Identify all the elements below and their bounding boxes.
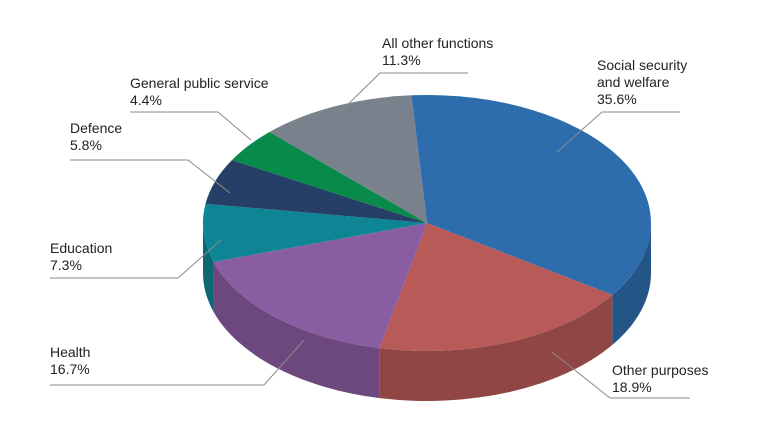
pie-side-2	[213, 261, 380, 399]
leader-line-5	[130, 111, 252, 141]
pie-sides	[203, 223, 651, 401]
data-label-value: 35.6%	[597, 91, 637, 107]
data-label-name: Social security	[597, 57, 687, 73]
pie-side-3	[203, 223, 214, 312]
leader-line-0	[556, 111, 680, 153]
data-label-name: Other purposes	[612, 362, 709, 378]
pie-slice-2	[213, 223, 427, 349]
data-label-name: and welfare	[597, 74, 670, 90]
pie-slice-5	[232, 131, 427, 223]
data-label-value: 16.7%	[50, 361, 90, 377]
data-label-1: Other purposes 18.9%	[612, 362, 709, 395]
data-label-value: 18.9%	[612, 379, 652, 395]
data-labels: Social security and welfare 35.6% Other pur…	[50, 35, 709, 395]
data-label-name: All other functions	[382, 35, 493, 51]
data-label-5: General public service 4.4%	[130, 75, 269, 108]
pie-slice-4	[205, 160, 427, 223]
pie-side-0	[612, 223, 651, 345]
data-label-value: 5.8%	[70, 137, 102, 153]
leader-line-2	[50, 339, 305, 386]
pie-tops	[202, 94, 651, 351]
data-label-0: Social security and welfare 35.6%	[597, 57, 687, 107]
data-label-name: General public service	[130, 75, 269, 91]
data-label-name: Defence	[70, 120, 122, 136]
data-label-value: 4.4%	[130, 92, 162, 108]
data-label-value: 11.3%	[382, 52, 421, 68]
data-label-3: Education 7.3%	[50, 240, 112, 273]
leader-lines	[50, 72, 690, 399]
leader-line-4	[70, 159, 231, 194]
leader-line-6	[335, 72, 468, 117]
pie-slice-3	[202, 203, 427, 262]
leader-line-1	[551, 351, 690, 399]
pie-slice-6	[269, 95, 427, 223]
pie-slice-1	[379, 223, 613, 351]
data-label-6: All other functions 11.3%	[382, 35, 493, 68]
pie-side-1	[379, 294, 613, 401]
data-label-name: Health	[50, 344, 90, 360]
pie-slice-0	[411, 94, 651, 295]
data-label-4: Defence 5.8%	[70, 120, 122, 153]
leader-line-3	[50, 239, 222, 279]
data-label-name: Education	[50, 240, 112, 256]
data-label-2: Health 16.7%	[50, 344, 90, 377]
data-label-value: 7.3%	[50, 257, 82, 273]
